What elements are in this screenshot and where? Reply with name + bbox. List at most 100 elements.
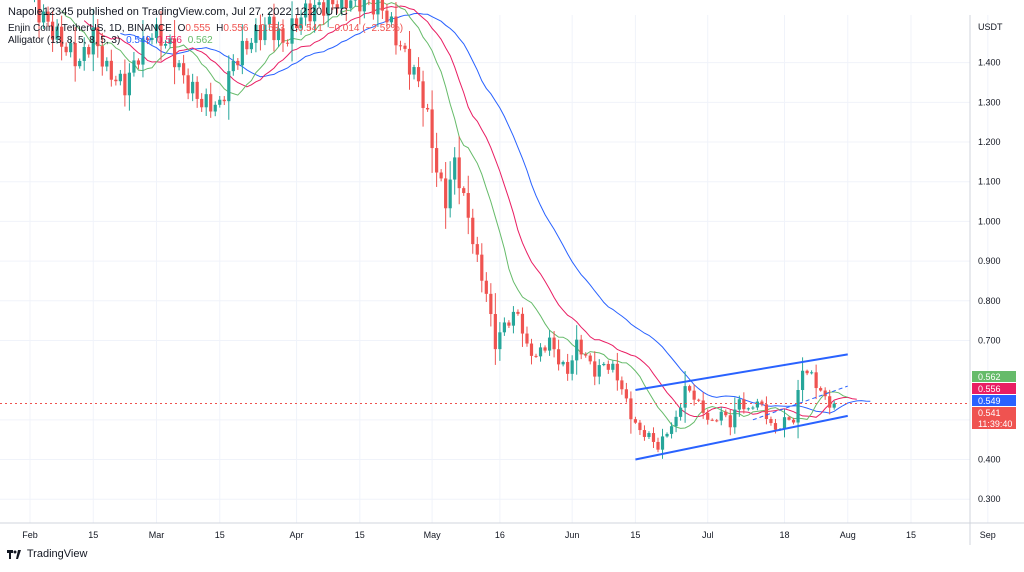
candle-body [507,322,510,325]
candle-body [769,419,772,423]
x-tick-label: 15 [355,530,365,540]
candle [236,58,239,70]
candle [742,392,745,413]
candle-body [575,340,578,361]
candle [444,162,447,229]
candle-body [665,434,668,437]
candle-body [693,391,696,400]
candle-body [476,244,479,255]
indicator-name[interactable]: Alligator (13, 8, 5, 8, 5, 3) [8,35,120,46]
candle-body [128,73,131,96]
ohlc-close-value: 0.541 [298,23,323,34]
candle [828,390,831,415]
candle-body [132,60,135,72]
grid [0,15,1024,523]
candle-body [638,423,641,430]
candle [647,431,650,439]
candle-body [516,312,519,314]
candle-body [584,354,587,355]
candle [516,309,519,315]
ohlc-close-label: C [291,23,298,34]
candle [381,0,384,19]
candle [638,420,641,435]
candle-body [805,371,808,373]
candle-body [137,60,140,64]
candle [200,93,203,112]
x-axis[interactable]: Feb15Mar15Apr15May16Jun15Jul18Aug15Sep15 [22,530,1024,540]
candle [534,354,537,358]
price-tag-countdown: 11:39:40 [978,419,1012,429]
x-tick-label: Sep [980,530,996,540]
symbol-legend[interactable]: Enjin Coin / TetherUS, 1D, BINANCE O0.55… [8,23,406,34]
y-axis[interactable]: USDT 1.4001.3001.2001.1001.0000.9000.800… [978,22,1003,504]
candle-body [381,0,384,11]
candle-body [679,408,682,417]
candle [196,76,199,108]
candle [458,136,461,204]
candle-body [417,67,420,81]
candle [616,353,619,391]
candle [209,83,212,118]
y-tick-label: 1.000 [978,216,1001,226]
candle [656,438,659,452]
candle-body [485,281,488,294]
candle-body [697,400,700,401]
candle-body [453,157,456,179]
candle [503,317,506,335]
candle [132,52,135,77]
candle [417,57,420,87]
x-tick-label: 18 [779,530,789,540]
candle [562,360,565,366]
candle [128,63,131,110]
candle [372,0,375,20]
price-tag-label: 0.549 [978,396,1001,406]
candle [408,31,411,90]
candle [724,409,727,417]
tradingview-brand[interactable]: TradingView [7,548,87,560]
candle-body [616,364,619,381]
candle [557,340,560,371]
y-tick-label: 0.300 [978,494,1001,504]
candle-body [494,314,497,349]
channel-lower-line [635,416,847,460]
x-tick-label: 15 [215,530,225,540]
candle [607,360,610,373]
candle-body [250,43,253,49]
candle [769,417,772,426]
indicator-legend[interactable]: Alligator (13, 8, 5, 8, 5, 3) 0.549 0.55… [8,35,216,46]
candle [223,96,226,105]
candle-body [620,380,623,389]
candle-body [661,436,664,449]
candle [643,425,646,440]
x-tick-label: Feb [22,530,38,540]
candle [629,391,632,433]
ohlc-open-value: 0.555 [185,23,210,34]
symbol-name[interactable]: Enjin Coin / TetherUS, 1D, BINANCE [8,23,172,34]
candle-body [702,400,705,412]
candle [485,272,488,302]
x-tick-label: 15 [906,530,916,540]
candle [819,386,822,391]
candle [566,354,569,381]
ohlc-low-value: 0.533 [260,23,285,34]
candle-body [539,347,542,356]
candle [602,362,605,366]
candle-body [656,442,659,450]
price-tag-label: 0.562 [978,372,1001,382]
candle-body [512,312,515,326]
candle [593,351,596,385]
candle-body [390,17,393,23]
candle [177,60,180,70]
candle-body [83,47,86,61]
candle [751,406,754,410]
candle-body [196,82,199,99]
x-tick-label: Jun [565,530,580,540]
candles[interactable] [33,0,836,459]
candle-body [489,294,492,314]
candle-body [331,0,334,4]
candle [435,133,438,187]
candle-body [733,410,736,428]
